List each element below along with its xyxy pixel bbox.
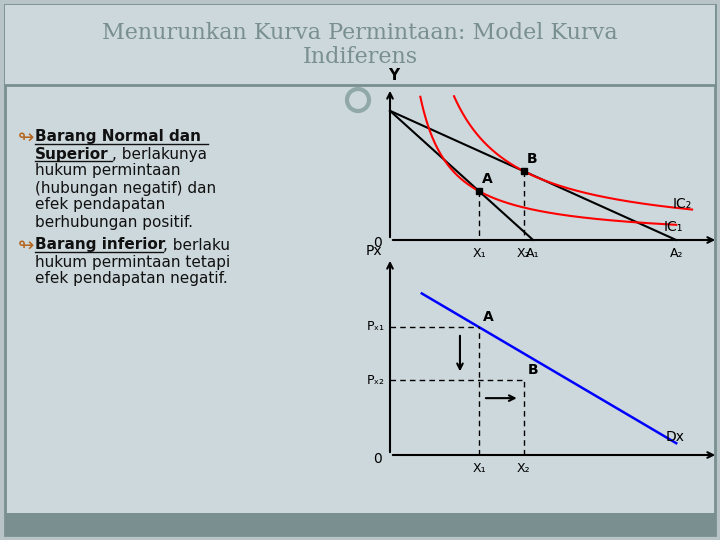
- Text: X₁: X₁: [472, 462, 486, 475]
- Text: ↬: ↬: [18, 235, 35, 254]
- Text: Barang Normal dan: Barang Normal dan: [35, 130, 201, 145]
- Text: ↬: ↬: [18, 127, 35, 146]
- Text: X₂: X₂: [517, 247, 531, 260]
- Text: efek pendapatan: efek pendapatan: [35, 198, 166, 213]
- Text: hukum permintaan tetapi: hukum permintaan tetapi: [35, 254, 230, 269]
- FancyBboxPatch shape: [5, 513, 715, 535]
- Text: , berlaku: , berlaku: [163, 238, 230, 253]
- Text: A₂: A₂: [670, 247, 683, 260]
- Text: Dx: Dx: [665, 430, 685, 444]
- Text: Pₓ₂: Pₓ₂: [367, 374, 385, 387]
- Text: hukum permintaan: hukum permintaan: [35, 164, 181, 179]
- Text: A: A: [482, 172, 492, 186]
- Text: IC₁: IC₁: [663, 220, 683, 234]
- Text: IC₂: IC₂: [673, 197, 692, 211]
- FancyBboxPatch shape: [5, 5, 715, 85]
- Text: 0: 0: [373, 452, 382, 466]
- Text: Barang inferior: Barang inferior: [35, 238, 166, 253]
- Text: Y: Y: [388, 68, 400, 83]
- Text: Px: Px: [365, 244, 382, 258]
- Text: B: B: [526, 152, 537, 166]
- Text: A: A: [483, 310, 494, 324]
- Text: B: B: [528, 363, 538, 377]
- Text: Pₓ₁: Pₓ₁: [367, 320, 385, 333]
- Text: efek pendapatan negatif.: efek pendapatan negatif.: [35, 272, 228, 287]
- Text: X₂: X₂: [517, 462, 531, 475]
- Text: X₁: X₁: [472, 247, 486, 260]
- Text: Indiferens: Indiferens: [302, 46, 418, 68]
- Text: Superior: Superior: [35, 146, 109, 161]
- Text: , berlakunya: , berlakunya: [112, 146, 207, 161]
- FancyBboxPatch shape: [5, 5, 715, 535]
- Text: berhubungan positif.: berhubungan positif.: [35, 214, 193, 230]
- Text: Menurunkan Kurva Permintaan: Model Kurva: Menurunkan Kurva Permintaan: Model Kurva: [102, 22, 618, 44]
- Text: A₁: A₁: [526, 247, 540, 260]
- Text: 0: 0: [373, 236, 382, 250]
- Text: (hubungan negatif) dan: (hubungan negatif) dan: [35, 180, 216, 195]
